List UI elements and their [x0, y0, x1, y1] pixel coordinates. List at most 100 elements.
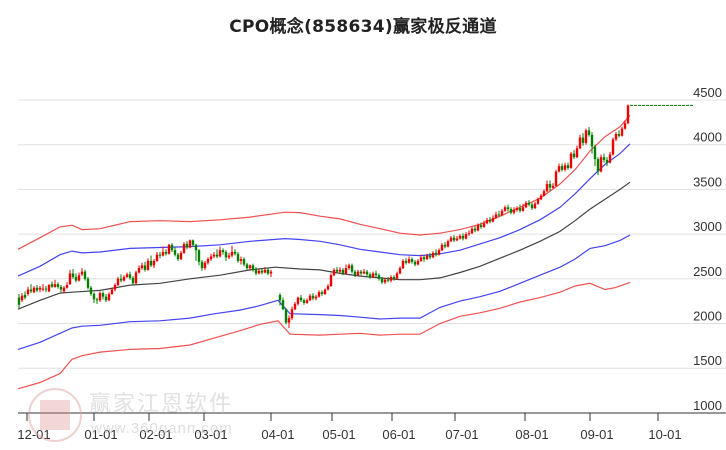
candlestick — [317, 290, 321, 298]
candlestick — [164, 249, 168, 256]
watermark-seal-icon — [28, 388, 82, 442]
candlestick — [194, 243, 198, 261]
x-tick-label: 02-01 — [139, 427, 172, 442]
candlestick — [398, 266, 402, 275]
grid-lines — [18, 99, 726, 369]
candlestick — [23, 291, 27, 300]
candlestick — [230, 245, 234, 258]
candlestick — [458, 234, 462, 240]
candlestick — [293, 302, 297, 311]
candlestick — [617, 130, 621, 138]
candlestick — [602, 153, 606, 163]
candlestick — [296, 296, 300, 306]
upper-outer-band-line — [17, 114, 631, 250]
candlestick — [341, 268, 345, 276]
candlestick — [143, 261, 147, 272]
candlestick — [575, 145, 579, 159]
candlestick — [578, 134, 582, 150]
candlesticks — [17, 104, 630, 328]
watermark-brand: 赢家江恩软件 — [89, 392, 234, 417]
candlestick — [518, 204, 522, 213]
y-tick-label: 3000 — [693, 219, 722, 234]
candlestick — [542, 189, 546, 197]
candlestick — [365, 269, 369, 277]
candlestick — [512, 207, 516, 215]
candlestick — [332, 268, 336, 277]
x-tick-label: 09-01 — [580, 427, 613, 442]
candlestick — [116, 277, 120, 286]
y-tick-label: 1500 — [693, 353, 722, 368]
candlestick — [77, 272, 81, 282]
candlestick — [533, 201, 537, 210]
y-tick-label: 4000 — [693, 130, 722, 145]
candlestick — [20, 293, 24, 303]
y-tick-label: 2500 — [693, 264, 722, 279]
candlestick — [536, 197, 540, 205]
x-tick-label: 10-01 — [648, 427, 681, 442]
y-tick-label: 2000 — [693, 309, 722, 324]
candlestick — [320, 290, 324, 296]
candlestick — [524, 201, 528, 209]
candlestick — [233, 249, 237, 256]
candlestick — [323, 288, 327, 295]
candlestick — [497, 210, 501, 218]
candlestick — [167, 243, 171, 255]
candlestick — [419, 254, 423, 262]
candlestick — [308, 293, 312, 302]
candlestick — [245, 262, 249, 270]
candlestick — [224, 250, 228, 261]
candlestick — [626, 104, 630, 125]
x-axis: 12-01 01-01 02-01 03-01 04-01 05-01 06-01 07-01… — [17, 412, 726, 442]
candlestick — [380, 277, 384, 285]
candlestick — [353, 269, 357, 278]
candlestick — [215, 249, 219, 259]
candlestick — [89, 285, 93, 296]
x-tick-label: 05-01 — [322, 427, 355, 442]
x-tick-label: 08-01 — [515, 427, 548, 442]
candlestick — [17, 293, 21, 309]
candlestick — [263, 267, 267, 274]
candlestick — [227, 252, 231, 260]
candlestick — [146, 258, 150, 271]
candlestick — [242, 257, 246, 267]
candlestick — [65, 282, 69, 289]
candlestick — [161, 246, 165, 257]
candlestick — [572, 150, 576, 160]
candlestick — [236, 251, 240, 263]
candlestick — [173, 247, 177, 257]
candlestick — [74, 273, 78, 283]
candlestick — [26, 286, 30, 296]
candlestick — [389, 275, 393, 283]
candlestick — [359, 269, 363, 276]
candlestick — [197, 249, 201, 266]
candlestick — [206, 257, 210, 265]
lower-outer-band-line — [17, 281, 631, 390]
candlestick — [401, 259, 405, 269]
candlestick — [56, 282, 60, 289]
candlestick — [452, 234, 456, 243]
candlestick — [110, 287, 114, 295]
candlestick — [299, 294, 303, 303]
candlestick — [113, 283, 117, 292]
candlestick — [599, 154, 603, 173]
candlestick — [119, 274, 123, 283]
candlestick — [566, 162, 570, 170]
candlestick — [485, 218, 489, 225]
y-tick-label: 1000 — [693, 398, 722, 413]
candlestick — [200, 260, 204, 271]
candlestick — [209, 253, 213, 261]
candlestick — [470, 226, 474, 235]
y-tick-label: 4500 — [693, 85, 722, 100]
candlestick — [125, 272, 129, 278]
candlestick — [614, 132, 618, 142]
candlestick — [368, 272, 372, 279]
x-tick-label: 06-01 — [382, 427, 415, 442]
candlestick — [350, 263, 354, 274]
candlestick — [212, 251, 216, 259]
candlestick — [182, 242, 186, 254]
candlestick — [338, 267, 342, 274]
candlestick — [407, 256, 411, 264]
candlestick — [515, 206, 519, 212]
candlestick — [443, 242, 447, 249]
candlestick — [287, 315, 291, 328]
